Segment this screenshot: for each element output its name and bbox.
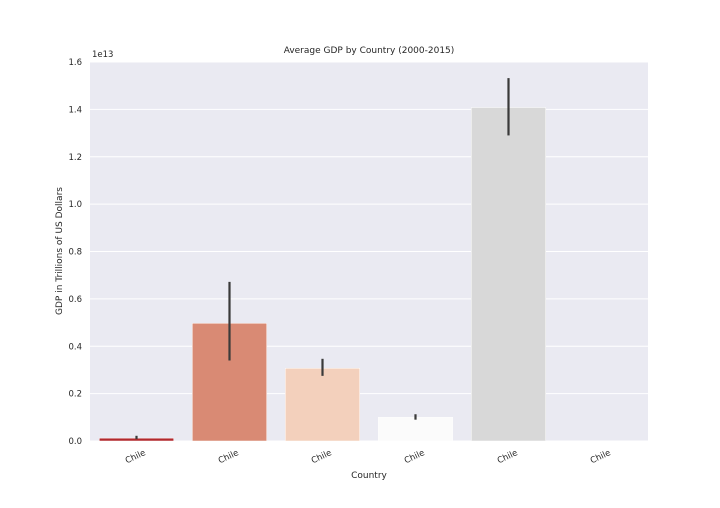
x-tick-label: Chile xyxy=(310,448,334,466)
x-tick-label: Chile xyxy=(217,448,241,466)
y-tick-label: 1.2 xyxy=(68,153,82,163)
gridlines xyxy=(90,61,648,442)
y-axis-label: GDP in Trillions of US Dollars xyxy=(55,187,65,315)
bar xyxy=(285,368,360,442)
x-tick-label: Chile xyxy=(589,448,613,466)
x-tick-labels: Chile Chile Chile Chile Chile Chile xyxy=(124,448,613,466)
y-tick-label: 0.0 xyxy=(68,437,82,447)
y-tick-label: 0.8 xyxy=(68,248,82,258)
bar xyxy=(471,107,546,442)
bars xyxy=(99,107,546,442)
y-tick-label: 0.4 xyxy=(68,342,82,352)
chart-title: Average GDP by Country (2000-2015) xyxy=(284,46,455,56)
y-tick-label: 1.4 xyxy=(68,105,82,115)
y-tick-label: 1.0 xyxy=(68,200,82,210)
bar xyxy=(378,417,453,442)
x-tick-label: Chile xyxy=(403,448,427,466)
y-tick-label: 0.2 xyxy=(68,390,82,400)
x-axis-label: Country xyxy=(351,471,387,481)
error-bars xyxy=(135,78,510,440)
x-tick-label: Chile xyxy=(496,448,520,466)
x-tick-label: Chile xyxy=(124,448,148,466)
y-tick-label: 1.6 xyxy=(68,58,82,68)
y-tick-label: 0.6 xyxy=(68,295,82,305)
axis-offset-label: 1e13 xyxy=(92,50,113,60)
y-tick-labels: 0.0 0.2 0.4 0.6 0.8 1.0 1.2 1.4 1.6 xyxy=(68,58,82,447)
